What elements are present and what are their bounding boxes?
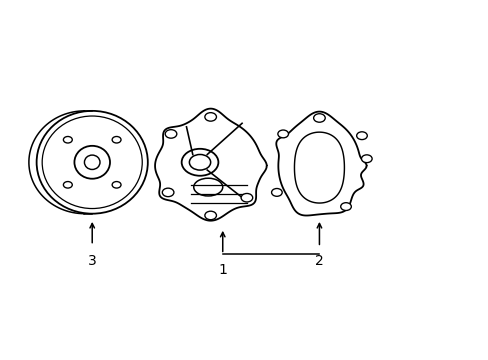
Circle shape [63,136,72,143]
Text: 3: 3 [88,255,97,269]
Text: 2: 2 [314,255,323,269]
Polygon shape [276,112,366,216]
Circle shape [204,113,216,121]
Ellipse shape [37,111,147,214]
Circle shape [189,154,210,170]
Ellipse shape [84,155,100,170]
Circle shape [361,155,371,163]
Circle shape [112,136,121,143]
Circle shape [340,203,350,211]
Circle shape [313,114,325,122]
Polygon shape [294,132,344,203]
Circle shape [63,181,72,188]
Ellipse shape [193,178,223,196]
Circle shape [271,189,282,196]
Circle shape [165,130,177,138]
Ellipse shape [74,146,110,179]
Polygon shape [155,109,266,221]
Circle shape [277,130,288,138]
Circle shape [162,188,174,197]
Ellipse shape [42,116,142,208]
Circle shape [356,132,366,140]
Circle shape [241,193,252,202]
Circle shape [112,181,121,188]
Text: 1: 1 [218,263,227,277]
Circle shape [181,149,218,176]
Circle shape [204,211,216,220]
